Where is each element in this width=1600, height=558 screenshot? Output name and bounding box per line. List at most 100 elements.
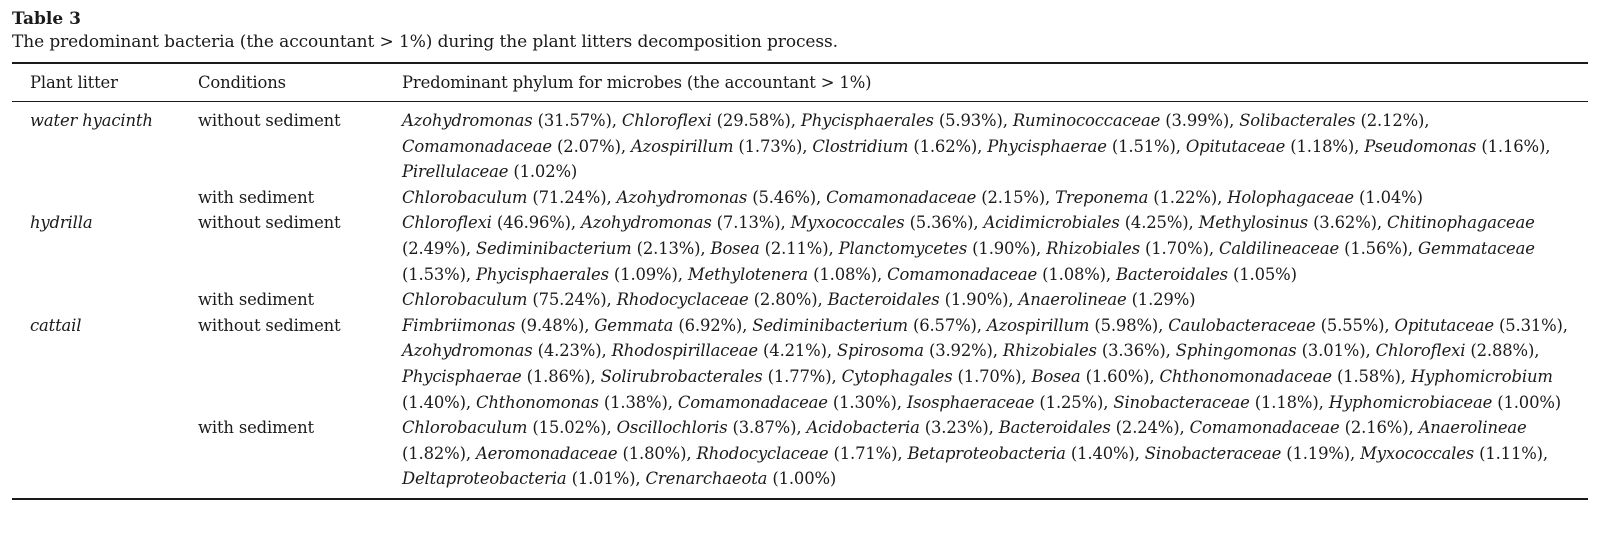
- taxon-entry: Azospirillum (1.73%): [631, 137, 802, 156]
- taxon-entry: Caldilineaceae (1.56%): [1219, 239, 1408, 258]
- table-row: with sediment Chlorobaculum (75.24%), Rho…: [12, 287, 1588, 313]
- taxon-entry: Chloroflexi (29.58%): [622, 111, 791, 130]
- phylum-list-cell: Chlorobaculum (71.24%), Azohydromonas (5…: [402, 187, 1423, 207]
- taxon-entry: Bosea (2.11%): [711, 239, 829, 258]
- taxon-entry: Anaerolineae (1.29%): [1019, 290, 1196, 309]
- taxon-entry: Azohydromonas (5.46%): [616, 187, 817, 207]
- taxon-name: Azohydromonas: [616, 187, 748, 207]
- taxon-percent: (4.25%): [1124, 213, 1189, 233]
- taxon-percent: (1.08%): [813, 264, 877, 284]
- taxon-entry: Bacteroidales (1.05%): [1116, 265, 1297, 284]
- plant-litter-cell: hydrilla: [30, 213, 93, 233]
- taxon-percent: (1.56%): [1344, 238, 1408, 258]
- header-plant-litter: Plant litter: [30, 73, 118, 92]
- taxon-percent: (1.73%): [738, 136, 803, 156]
- header-conditions: Conditions: [198, 73, 286, 92]
- taxon-name: Chlorobaculum: [402, 290, 528, 310]
- taxon-name: Azohydromonas: [402, 111, 533, 130]
- table-caption: The predominant bacteria (the accountant…: [12, 32, 838, 52]
- taxon-entry: Opitutaceae (5.31%): [1395, 316, 1563, 335]
- condition-cell: without sediment: [198, 213, 341, 233]
- taxon-name: Bosea: [710, 238, 760, 258]
- taxon-name: Deltaproteobacteria: [402, 469, 567, 489]
- taxon-entry: Aeromonadaceae (1.80%): [475, 443, 687, 463]
- taxon-name: Gemmataceae: [1418, 238, 1535, 258]
- taxon-entry: Acidobacteria (3.23%): [806, 418, 988, 437]
- taxon-name: Oscillochloris: [616, 418, 728, 438]
- taxon-percent: (1.53%): [402, 264, 466, 284]
- taxon-percent: (15.02%): [532, 418, 607, 438]
- taxon-entry: Sediminibacterium (2.13%): [476, 239, 701, 258]
- table-figure: Table 3 The predominant bacteria (the ac…: [12, 8, 1588, 500]
- taxon-entry: Methylotenera (1.08%): [688, 265, 877, 284]
- taxon-percent: (2.24%): [1115, 418, 1180, 438]
- taxon-percent: (1.25%): [1039, 392, 1104, 412]
- taxon-percent: (31.57%): [537, 111, 612, 130]
- taxon-percent: (1.40%): [402, 392, 466, 412]
- taxon-entry: Chlorobaculum (15.02%): [402, 418, 607, 438]
- taxon-percent: (75.24%): [532, 290, 607, 310]
- taxon-entry: Myxococcales (1.11%): [1360, 444, 1543, 463]
- taxon-entry: Comamonadaceae (2.07%): [402, 137, 621, 156]
- taxon-percent: (1.86%): [526, 366, 591, 386]
- taxon-name: Chloroflexi: [621, 111, 712, 130]
- taxon-name: Betaproteobacteria: [907, 443, 1066, 463]
- table-body: water hyacinth without sediment Azohydromo…: [12, 102, 1588, 499]
- taxon-entry: Pseudomonas (1.16%): [1364, 137, 1545, 156]
- taxon-entry: Comamonadaceae (2.15%): [826, 188, 1045, 207]
- taxon-name: Isosphaeraceae: [906, 392, 1035, 412]
- taxon-percent: (6.92%): [678, 315, 743, 335]
- taxon-entry: Sinobacteraceae (1.18%): [1113, 393, 1318, 412]
- phylum-list-cell: Chlorobaculum (15.02%), Oscillochloris (…: [402, 418, 1548, 489]
- taxon-entry: Solirubrobacterales (1.77%): [601, 367, 832, 386]
- taxon-entry: Azospirillum (5.98%): [987, 316, 1158, 335]
- taxon-name: Chitinophagaceae: [1387, 213, 1535, 233]
- taxon-entry: Comamonadaceae (1.08%): [887, 265, 1106, 284]
- plant-litter-cell: [12, 287, 198, 313]
- taxon-name: Spirosoma: [836, 341, 924, 361]
- taxon-entry: Hyphomicrobiaceae (1.00%): [1329, 393, 1561, 412]
- taxon-percent: (1.90%): [944, 290, 1009, 310]
- taxon-percent: (1.82%): [402, 443, 466, 463]
- taxon-name: Rhizobiales: [1002, 341, 1097, 361]
- taxon-entry: Gemmataceae (1.53%): [402, 239, 1535, 284]
- taxon-entry: Cytophagales (1.70%): [842, 367, 1022, 386]
- taxon-entry: Deltaproteobacteria (1.01%): [402, 469, 636, 489]
- taxon-name: Comamonadaceae: [826, 187, 977, 207]
- taxon-entry: Crenarchaeota (1.00%): [646, 469, 837, 488]
- taxon-name: Solirubrobacterales: [600, 366, 763, 386]
- taxon-name: Methylosinus: [1198, 213, 1309, 233]
- taxon-percent: (3.99%): [1165, 111, 1230, 130]
- taxon-name: Bacteroidales: [1116, 264, 1228, 284]
- taxon-percent: (1.00%): [772, 469, 837, 489]
- taxon-entry: Treponema (1.22%): [1055, 188, 1217, 207]
- taxon-name: Myxococcales: [790, 213, 905, 233]
- taxon-percent: (1.40%): [1070, 443, 1135, 463]
- taxon-percent: (1.60%): [1085, 366, 1150, 386]
- taxon-percent: (29.58%): [716, 111, 791, 130]
- plant-litter-cell: water hyacinth: [30, 111, 153, 130]
- taxon-entry: Chthonomonas (1.38%): [476, 393, 668, 412]
- taxon-name: Opitutaceae: [1394, 315, 1495, 335]
- phylum-list-cell: Chlorobaculum (75.24%), Rhodocyclaceae (…: [402, 290, 1196, 310]
- taxon-percent: (1.11%): [1479, 443, 1543, 463]
- taxon-entry: Azohydromonas (4.23%): [402, 341, 602, 361]
- taxon-entry: Sinobacteraceae (1.19%): [1145, 444, 1350, 463]
- taxon-name: Chloroflexi: [1375, 341, 1466, 361]
- taxon-name: Chlorobaculum: [402, 418, 528, 438]
- taxon-percent: (4.23%): [537, 341, 602, 361]
- taxon-entry: Caulobacteraceae (5.55%): [1168, 316, 1384, 335]
- taxon-percent: (3.36%): [1101, 341, 1166, 361]
- taxon-name: Aeromonadaceae: [475, 443, 618, 463]
- taxon-entry: Methylosinus (3.62%): [1199, 213, 1377, 232]
- taxon-percent: (1.70%): [1145, 238, 1209, 258]
- taxon-name: Planctomycetes: [838, 238, 968, 258]
- plant-litter-cell: [12, 185, 198, 211]
- table-row: water hyacinth without sediment Azohydromo…: [12, 102, 1588, 185]
- taxon-name: Cytophagales: [841, 366, 953, 386]
- taxon-name: Pirellulaceae: [402, 162, 509, 182]
- taxon-name: Treponema: [1055, 187, 1149, 207]
- taxon-name: Anaerolineae: [1418, 418, 1527, 438]
- taxon-percent: (1.70%): [957, 366, 1022, 386]
- taxon-name: Rhodocyclaceae: [616, 290, 749, 310]
